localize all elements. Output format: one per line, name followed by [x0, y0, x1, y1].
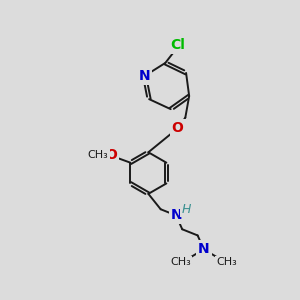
Text: O: O	[105, 148, 117, 162]
Text: CH₃: CH₃	[170, 257, 191, 267]
Text: CH₃: CH₃	[88, 150, 108, 160]
Text: N: N	[171, 208, 183, 222]
Text: H: H	[182, 203, 191, 216]
Text: N: N	[198, 242, 210, 256]
Text: O: O	[172, 122, 184, 135]
Text: Cl: Cl	[170, 38, 185, 52]
Text: CH₃: CH₃	[217, 257, 237, 267]
Text: N: N	[139, 69, 150, 83]
